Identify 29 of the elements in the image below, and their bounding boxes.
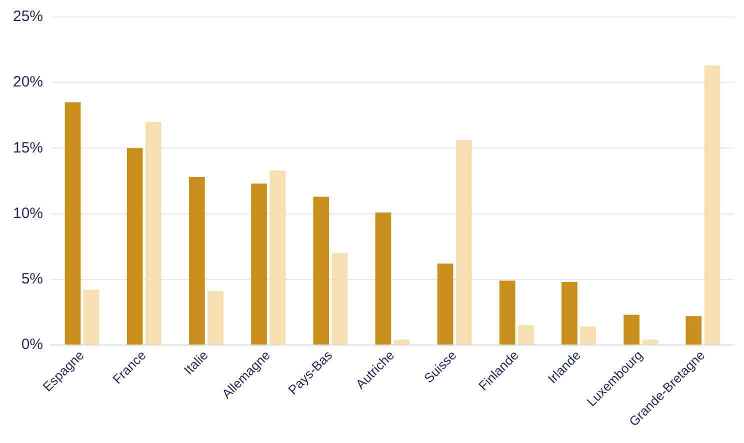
bar [456,140,472,344]
bar [624,314,640,344]
bar [332,253,348,344]
bar [704,66,720,344]
bar [189,177,205,344]
bar [208,291,224,344]
bar [562,282,578,344]
bar [251,184,267,344]
x-tick-label: Italie [180,348,211,378]
bar [64,102,81,344]
bar [313,196,330,344]
bar [394,340,410,344]
bar [146,122,162,344]
bar [83,290,100,344]
y-tick-label: 5% [21,270,44,288]
bar [580,326,596,344]
y-tick-label: 25% [12,8,44,26]
y-tick-label: 10% [12,204,44,222]
bar [686,316,702,344]
bar [126,148,143,344]
bar [375,212,392,344]
y-tick-label: 20% [12,74,44,91]
y-tick-label: 15% [12,139,44,156]
bar [437,264,454,344]
y-tick-label: 0% [21,336,44,354]
bar [499,280,516,344]
bar [518,325,534,344]
bar [270,170,286,344]
bar [642,340,658,344]
